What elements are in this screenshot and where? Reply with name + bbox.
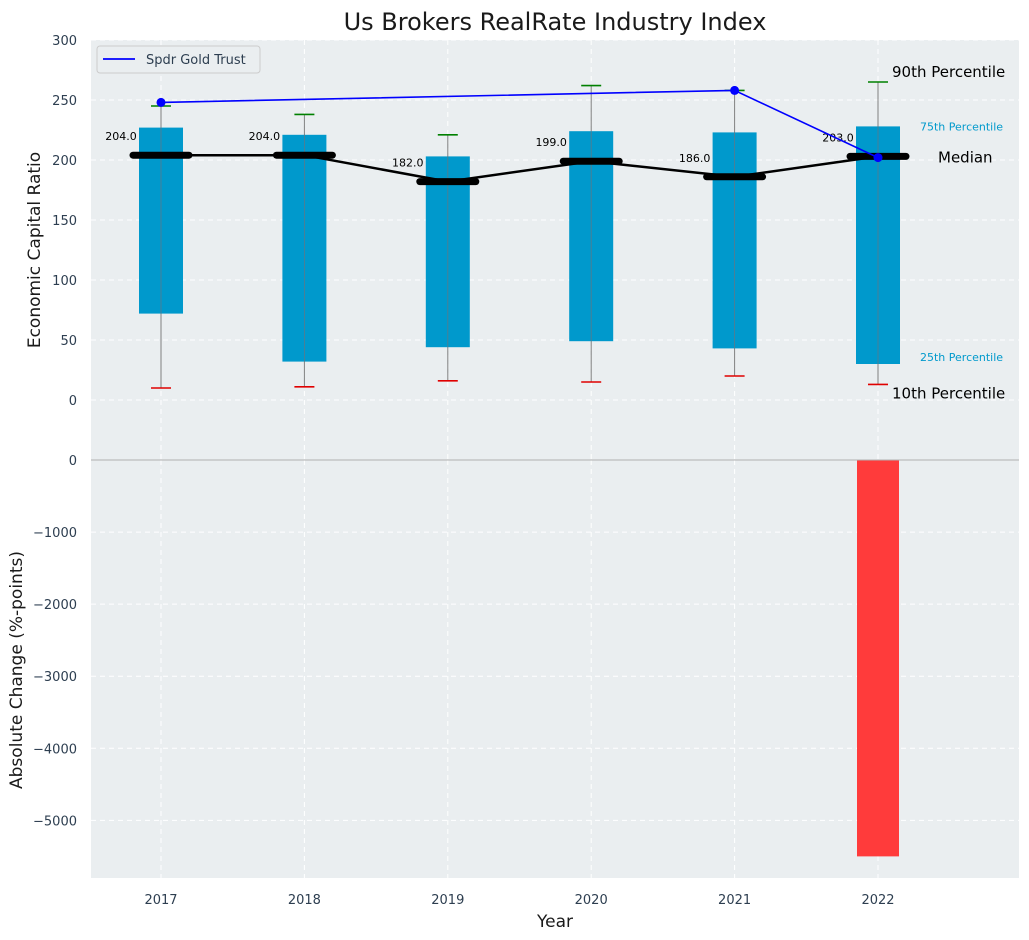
gold-point	[873, 153, 883, 163]
tick-labels: 0 50 100 150 200 250 300 0 −1000 −2000 −3000 −4000 −…	[33, 34, 895, 908]
y-tick-label-top: 150	[52, 214, 77, 229]
median-data-label: 186.0	[679, 152, 711, 165]
y-tick-label-top: 0	[69, 394, 77, 409]
y-axis-label-bottom: Absolute Change (%-points)	[7, 551, 27, 789]
annotation-10th: 10th Percentile	[892, 384, 1005, 402]
y-tick-label-top: 50	[60, 334, 77, 349]
y-tick-label-bottom: −2000	[33, 598, 77, 613]
gold-series	[156, 85, 883, 163]
y-axis-label-top: Economic Capital Ratio	[25, 152, 45, 348]
legend-label: Spdr Gold Trust	[146, 53, 246, 68]
x-tick-label: 2020	[575, 893, 608, 908]
legend-box	[96, 45, 261, 74]
y-tick-label-top: 200	[52, 154, 77, 169]
x-tick-label: 2017	[144, 893, 177, 908]
y-tick-label-top: 300	[52, 34, 77, 49]
y-tick-label-bottom: 0	[69, 454, 77, 469]
gold-point	[730, 85, 740, 95]
y-tick-label-top: 250	[52, 94, 77, 109]
y-tick-label-bottom: −1000	[33, 526, 77, 541]
change-bars	[857, 460, 899, 857]
y-tick-label-top: 100	[52, 274, 77, 289]
change-bar	[857, 460, 899, 857]
annotation-median: Median	[938, 148, 993, 166]
median-data-label: 204.0	[105, 130, 137, 143]
x-tick-label: 2018	[288, 893, 321, 908]
gold-point	[156, 97, 166, 107]
x-axis-label: Year	[536, 912, 573, 932]
median-data-label: 204.0	[249, 130, 281, 143]
median-data-label: 199.0	[535, 136, 567, 149]
x-tick-label: 2021	[718, 893, 751, 908]
y-tick-label-bottom: −4000	[33, 742, 77, 757]
x-tick-label: 2022	[861, 893, 894, 908]
y-tick-label-bottom: −3000	[33, 670, 77, 685]
percentile-annotations: 90th Percentile 75th Percentile Median 25th…	[892, 63, 1005, 402]
annotation-75th: 75th Percentile	[920, 120, 1003, 133]
annotation-90th: 90th Percentile	[892, 63, 1005, 81]
annotation-25th: 25th Percentile	[920, 351, 1003, 364]
iqr-bars	[139, 126, 900, 365]
legend: Spdr Gold Trust	[96, 45, 261, 74]
percentile-caps	[151, 81, 888, 389]
y-tick-label-bottom: −5000	[33, 814, 77, 829]
chart-title: Us Brokers RealRate Industry Index	[344, 8, 767, 36]
median-data-label: 182.0	[392, 157, 424, 170]
x-tick-label: 2019	[431, 893, 464, 908]
